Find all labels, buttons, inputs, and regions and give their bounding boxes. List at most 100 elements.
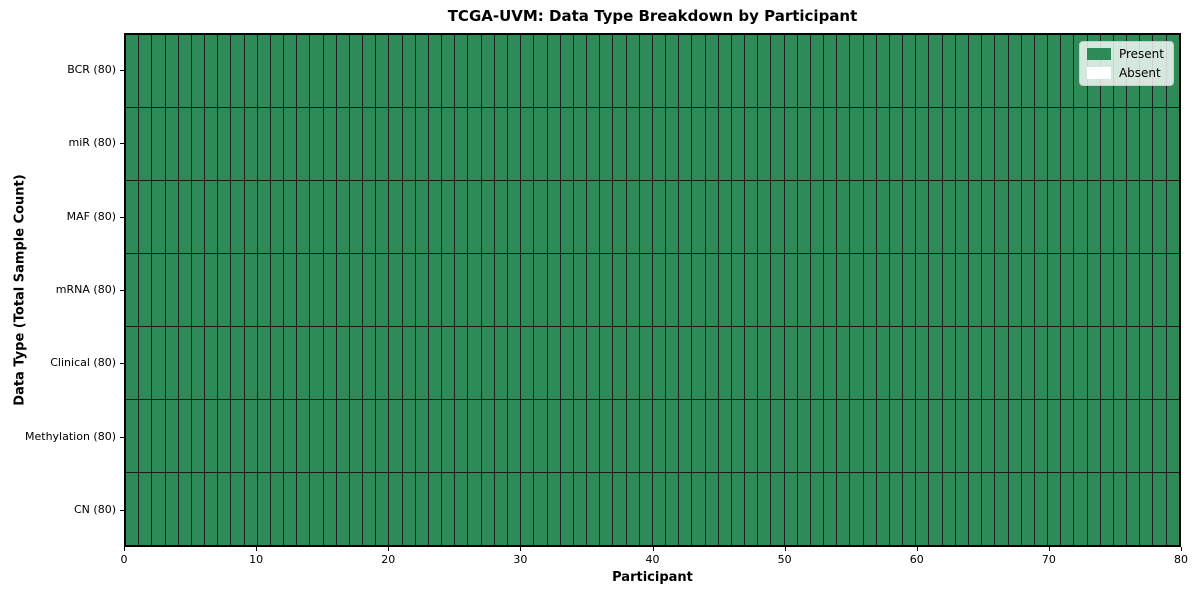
heatmap-cell (376, 35, 390, 107)
legend-swatch-present (1086, 48, 1111, 60)
heatmap-cell (402, 181, 416, 253)
heatmap-cell (1074, 254, 1088, 326)
heatmap-cell (218, 108, 232, 180)
heatmap-cell (244, 181, 258, 253)
heatmap-cell (534, 327, 548, 399)
heatmap-cell (837, 254, 851, 326)
heatmap-cell (1048, 473, 1062, 545)
heatmap-cell (1087, 473, 1101, 545)
heatmap-cell (1008, 108, 1022, 180)
heatmap-cell (1048, 108, 1062, 180)
heatmap-cell (336, 254, 350, 326)
heatmap-cell (560, 473, 574, 545)
heatmap-cell (731, 181, 746, 253)
heatmap-cell (336, 400, 350, 472)
heatmap-cell (178, 400, 192, 472)
heatmap-cell (916, 108, 930, 180)
heatmap-cell (284, 108, 298, 180)
heatmap-cell (507, 108, 522, 180)
heatmap-cell (547, 473, 561, 545)
heatmap-cell (521, 327, 535, 399)
legend-label-present: Present (1118, 47, 1164, 61)
heatmap-cell (310, 181, 324, 253)
heatmap-cell (731, 108, 746, 180)
heatmap-cell (666, 473, 680, 545)
heatmap-cell (679, 327, 693, 399)
heatmap-cell (349, 473, 364, 545)
heatmap-cell (824, 473, 838, 545)
heatmap-cell (824, 254, 838, 326)
heatmap-cell (587, 108, 601, 180)
heatmap-cell (297, 400, 311, 472)
heatmap-cell (178, 327, 192, 399)
heatmap-cell (1100, 108, 1114, 180)
heatmap-cell (1008, 35, 1022, 107)
heatmap-cell (731, 254, 746, 326)
x-tick-label: 10 (249, 553, 264, 566)
heatmap-cell (139, 327, 153, 399)
heatmap-cell (1021, 327, 1035, 399)
heatmap-cell (718, 473, 732, 545)
heatmap-cell (336, 108, 350, 180)
heatmap-cell (323, 181, 337, 253)
heatmap-cell (1074, 108, 1088, 180)
heatmap-cell (205, 400, 219, 472)
heatmap-cell (666, 108, 680, 180)
heatmap-cell (995, 254, 1009, 326)
heatmap-cell (231, 108, 245, 180)
heatmap-cell (718, 181, 732, 253)
y-tick-mark (120, 69, 124, 71)
heatmap-cell (389, 108, 403, 180)
heatmap-cell (797, 400, 811, 472)
heatmap-cell (455, 181, 469, 253)
heatmap-cell (837, 400, 851, 472)
heatmap-cell (297, 181, 311, 253)
heatmap-cell (626, 327, 640, 399)
heatmap-cell (494, 327, 508, 399)
heatmap-cell (1021, 400, 1035, 472)
heatmap-cell (402, 400, 416, 472)
heatmap-cell (257, 181, 271, 253)
heatmap-cell (428, 400, 443, 472)
heatmap-cell (560, 254, 574, 326)
heatmap-cell (1008, 254, 1022, 326)
y-tick-mark (120, 143, 124, 145)
heatmap-cell (336, 181, 350, 253)
heatmap-cell (666, 181, 680, 253)
heatmap-cell (942, 254, 956, 326)
heatmap-cell (547, 181, 561, 253)
heatmap-cell (521, 35, 535, 107)
heatmap-cell (1113, 473, 1128, 545)
heatmap-cell (534, 35, 548, 107)
heatmap-cell (969, 400, 983, 472)
heatmap-cell (889, 327, 904, 399)
heatmap-cell (797, 35, 811, 107)
heatmap-cell (613, 108, 627, 180)
heatmap-cell (797, 327, 811, 399)
heatmap-cell (428, 35, 443, 107)
heatmap-cell (481, 181, 495, 253)
legend-entry-absent: Absent (1086, 66, 1164, 80)
heatmap-cell (323, 35, 337, 107)
heatmap-cell (521, 400, 535, 472)
heatmap-cell (863, 327, 877, 399)
heatmap-cell (1021, 181, 1035, 253)
x-tick-label: 20 (381, 553, 396, 566)
heatmap-cell (995, 181, 1009, 253)
heatmap-cell (139, 473, 153, 545)
heatmap-cell (1140, 108, 1154, 180)
heatmap-cell (863, 473, 877, 545)
heatmap-cell (797, 108, 811, 180)
heatmap-cell (284, 181, 298, 253)
heatmap-cell (191, 181, 206, 253)
heatmap-cell (876, 400, 890, 472)
heatmap-cell (244, 35, 258, 107)
heatmap-cell (363, 108, 377, 180)
heatmap-cell (547, 254, 561, 326)
heatmap-cell (837, 108, 851, 180)
heatmap-cell (139, 35, 153, 107)
heatmap-cell (626, 400, 640, 472)
heatmap-cell (442, 181, 456, 253)
heatmap-cell (402, 108, 416, 180)
x-tick-mark (1048, 547, 1050, 551)
